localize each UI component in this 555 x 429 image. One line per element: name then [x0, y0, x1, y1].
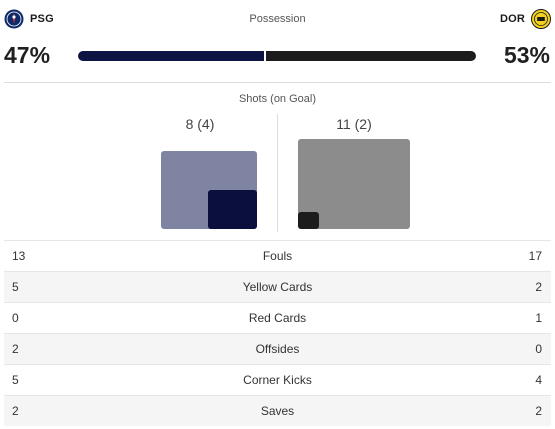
away-shots-label: 11 (2): [336, 116, 372, 132]
table-row: 2 Offsides 0: [4, 333, 551, 364]
possession-title: Possession: [249, 13, 306, 25]
table-row: 13 Fouls 17: [4, 240, 551, 271]
home-stat-value: 2: [12, 404, 19, 418]
home-stat-value: 0: [12, 311, 19, 325]
home-stat-value: 5: [12, 373, 19, 387]
stat-name: Corner Kicks: [243, 373, 312, 387]
home-stat-value: 5: [12, 280, 19, 294]
shots-center-divider: [277, 114, 278, 232]
possession-bar: [78, 51, 476, 61]
home-team: PSG: [4, 9, 54, 29]
away-possession-pct: 53%: [503, 42, 550, 68]
home-stat-value: 2: [12, 342, 19, 356]
away-shots-on-goal-box: [298, 211, 320, 229]
stat-name: Offsides: [255, 342, 300, 356]
table-row: 5 Corner Kicks 4: [4, 364, 551, 395]
away-team-abbr: DOR: [499, 13, 525, 25]
bvb-logo-icon: [531, 9, 551, 29]
home-possession-fill: [78, 51, 264, 61]
home-stat-value: 13: [12, 249, 26, 263]
away-stat-value: 4: [535, 373, 542, 387]
away-stat-value: 2: [535, 404, 542, 418]
home-shots-on-goal-box: [207, 189, 257, 229]
away-shots-total-box: [298, 139, 410, 229]
psg-logo-icon: [4, 9, 24, 29]
table-row: 0 Red Cards 1: [4, 302, 551, 333]
home-shots-total-box: [161, 150, 257, 229]
stat-name: Saves: [260, 404, 295, 418]
away-possession-fill: [266, 51, 476, 61]
home-shots-label: 8 (4): [185, 116, 215, 132]
shots-title: Shots (on Goal): [238, 93, 317, 105]
away-stat-value: 1: [535, 311, 542, 325]
away-stat-value: 2: [535, 280, 542, 294]
away-team: DOR: [500, 9, 551, 29]
section-divider: [4, 82, 551, 83]
away-stat-value: 17: [528, 249, 542, 263]
home-team-abbr: PSG: [30, 13, 54, 25]
stats-table: 13 Fouls 17 5 Yellow Cards 2 0 Red Cards…: [4, 240, 551, 426]
home-possession-pct: 47%: [4, 42, 51, 68]
table-row: 5 Yellow Cards 2: [4, 271, 551, 302]
away-stat-value: 0: [535, 342, 542, 356]
stat-name: Fouls: [262, 249, 293, 263]
stat-name: Yellow Cards: [242, 280, 313, 294]
possession-bar-divider: [264, 51, 266, 61]
table-row: 2 Saves 2: [4, 395, 551, 426]
stat-name: Red Cards: [248, 311, 307, 325]
